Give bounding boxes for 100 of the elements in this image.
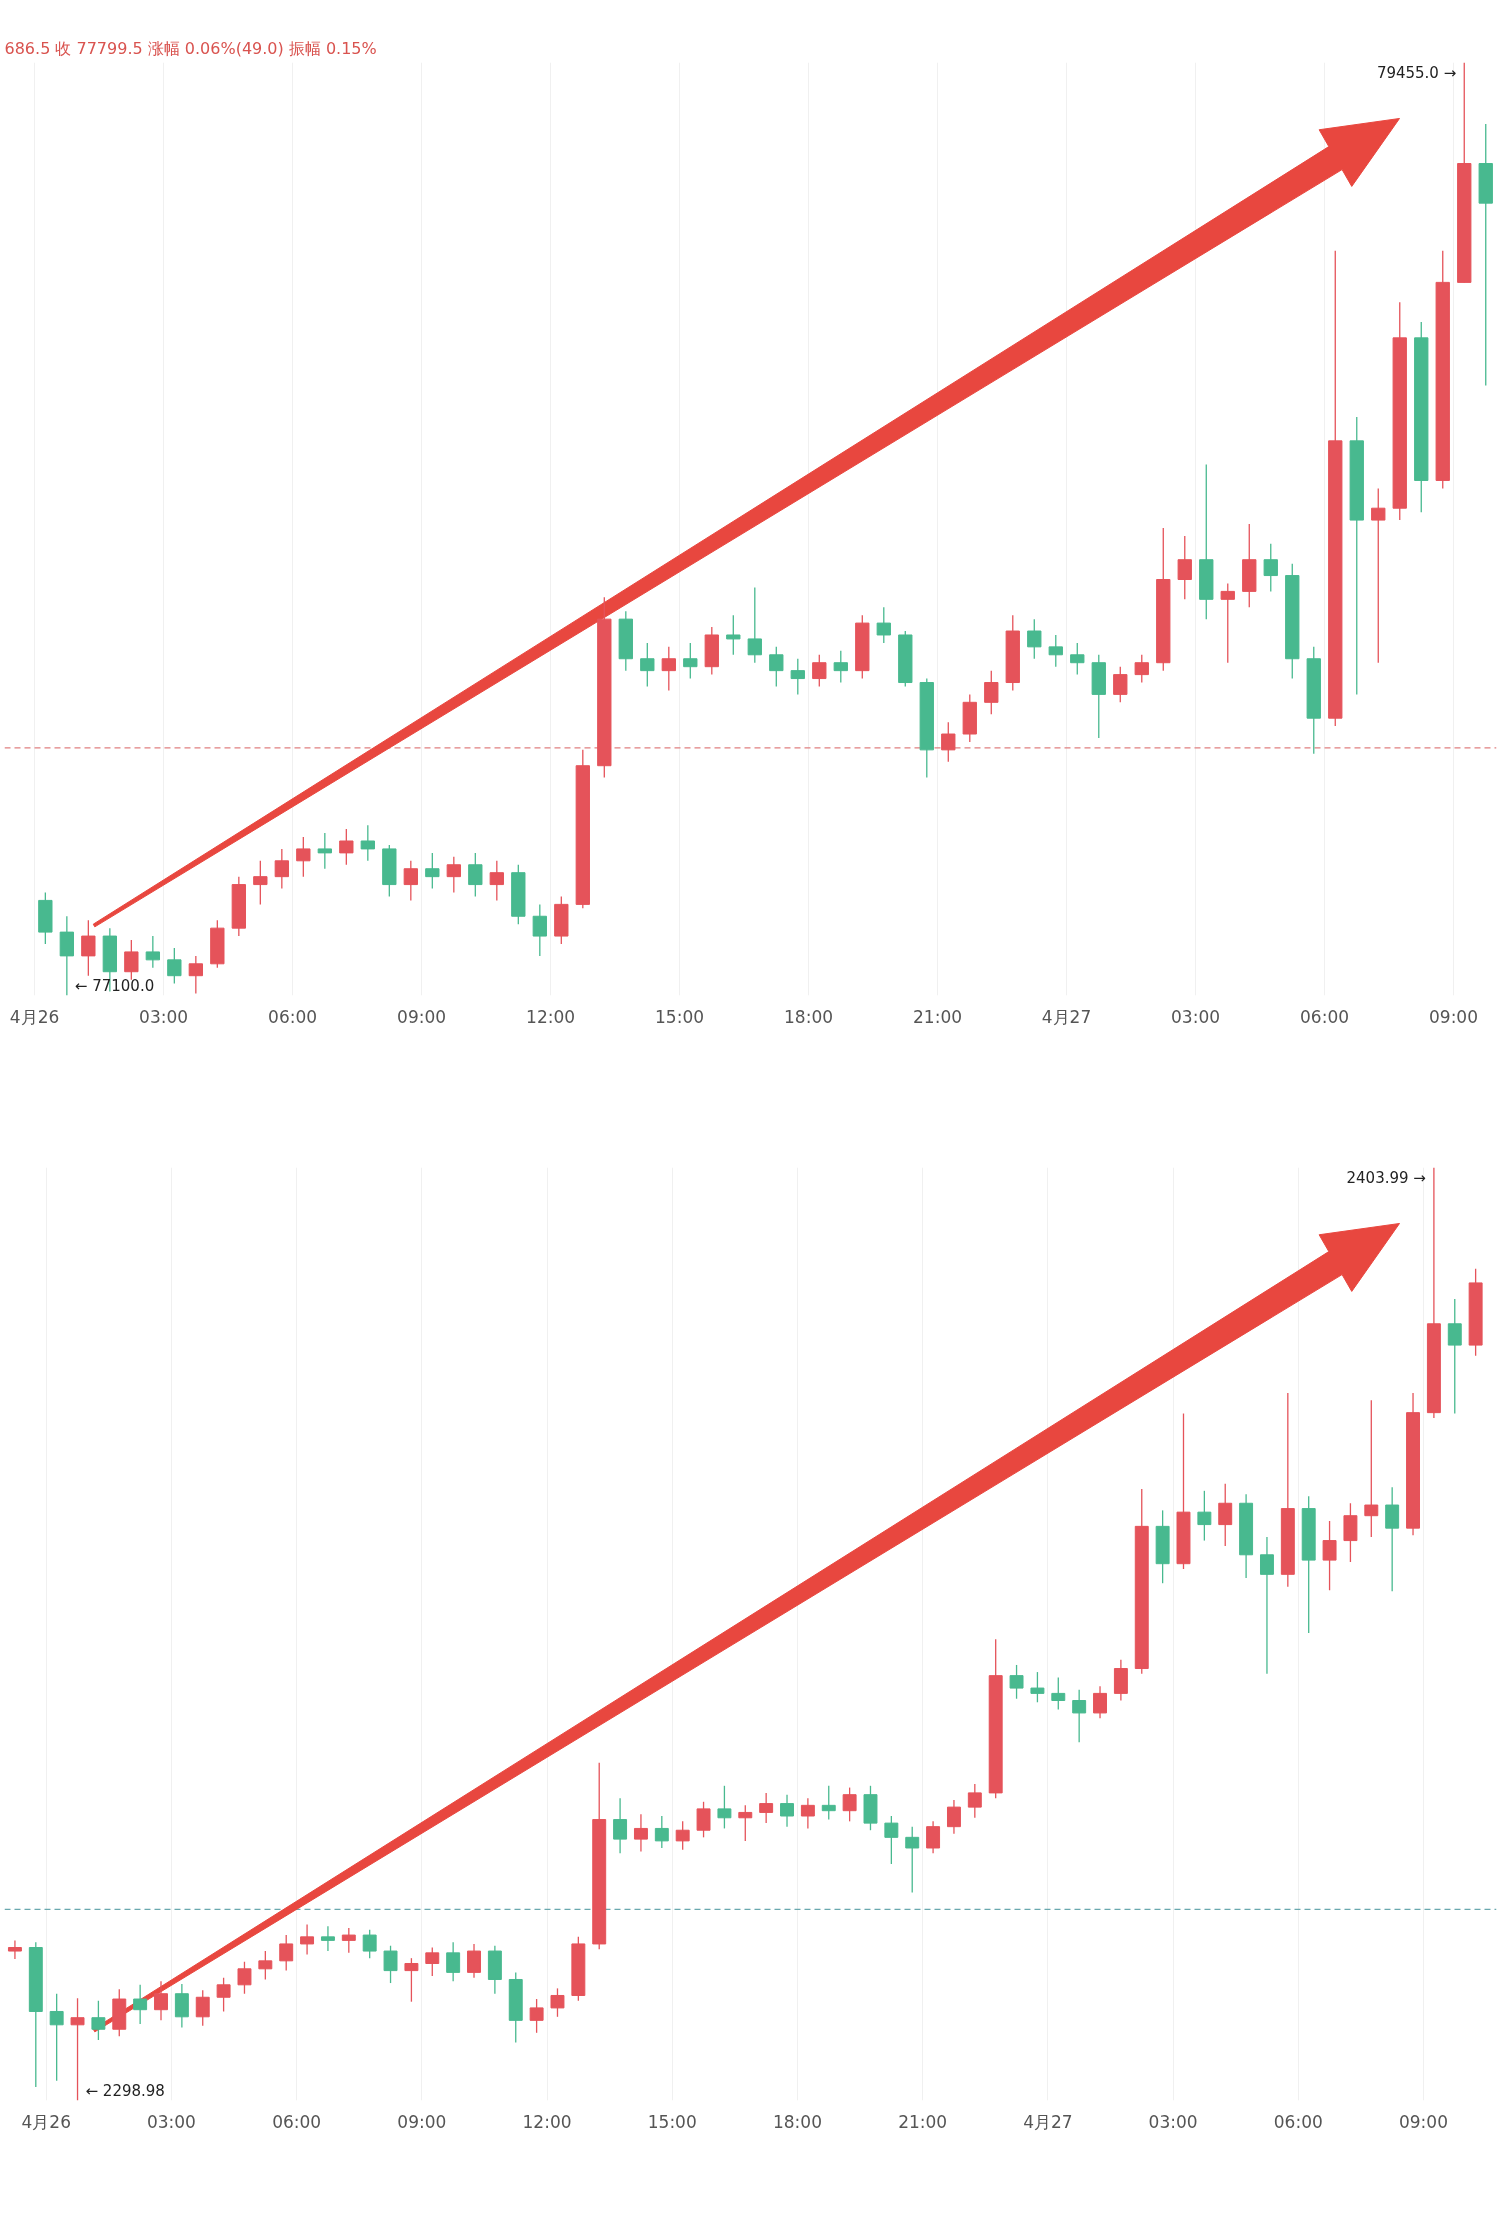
candlestick [790,658,805,696]
candlestick [253,860,268,906]
x-tick-label: 06:00 [1300,1006,1350,1027]
candlestick [941,721,956,763]
x-tick-label: 18:00 [784,1006,834,1027]
candlestick [383,1945,398,1984]
candlestick [1218,1483,1233,1547]
annotation: ← 2298.98 [85,2081,165,2100]
x-tick-label: 4月27 [1023,2111,1073,2132]
candlestick [876,606,891,644]
candlestick [1070,642,1085,676]
candlestick [339,828,354,866]
candlestick [1093,1685,1107,1719]
x-tick-label: 4月26 [9,1006,60,1027]
candlestick [188,955,203,995]
x-tick-label: 09:00 [397,1006,447,1027]
candlestick [1364,1399,1379,1538]
x-tick-label: 03:00 [139,1006,189,1027]
candlestick [296,836,311,878]
candlestick [747,586,762,664]
annotation: 79455.0 → [1376,63,1457,82]
candlestick [633,1813,648,1853]
candlestick [91,2000,106,2041]
candlestick [154,1980,168,2022]
candlestick [195,1989,210,2027]
candlestick [1322,1520,1337,1591]
x-tick-label: 03:00 [1171,1006,1221,1027]
candlestick [70,1997,85,2101]
candlestick [1447,1298,1462,1415]
candlestick [216,1977,231,2013]
candlestick [425,1946,440,1977]
x-tick-label: 12:00 [526,1006,576,1027]
candlestick [1177,535,1192,600]
candlestick [613,1797,628,1854]
candlestick [967,1783,982,1819]
candlestick [300,1923,315,1956]
candlestick [661,646,676,692]
x-tick-label: 4月27 [1041,1006,1092,1027]
x-tick-label: 06:00 [272,2111,322,2132]
candlestick [984,669,999,715]
candlestick [780,1794,794,1828]
candlestick [1113,666,1128,703]
candlestick [1134,654,1149,684]
candlestick [124,939,139,981]
candlestick [842,1786,857,1822]
candlestick [946,1799,961,1835]
candlestick [821,1785,836,1821]
candlestick [769,646,784,688]
candlestick [1051,1676,1066,1711]
candlestick [1072,1689,1087,1743]
candlestick [167,947,182,985]
x-tick-label: 21:00 [913,1006,963,1027]
candlestick [237,1961,252,1995]
candlestick [174,1983,189,2029]
candlestick [833,650,848,684]
candlestick [905,1826,920,1894]
candlestick [696,1801,711,1838]
candlestick [532,903,547,957]
candlestick [926,1820,941,1854]
candlestick [738,1804,753,1842]
candlestick [1197,1490,1212,1542]
x-tick-label: 03:00 [1148,2111,1198,2132]
candlestick [320,1925,335,1952]
candlestick [1009,1664,1024,1700]
candlestick [467,1943,481,1979]
candlestick [446,856,461,894]
annotation: 2403.99 → [1346,1168,1426,1187]
candlestick [279,1934,294,1972]
candlestick [360,824,375,862]
candlestick [726,614,741,656]
candlestick [7,1939,22,1960]
candlestick [529,1998,544,2034]
candlestick [884,1815,899,1865]
x-tick-label: 18:00 [772,2111,822,2132]
candlestick [1263,543,1278,593]
candlestick [717,1785,732,1830]
candlestick [1220,582,1235,664]
candlestick [145,935,160,969]
candlestick [550,1987,565,2018]
x-tick-label: 4月26 [21,2111,71,2132]
x-tick-label: 15:00 [655,1006,705,1027]
candlestick [49,1993,64,2082]
candlestick [81,919,96,977]
candlestick [133,1984,148,2025]
candlestick [489,860,504,902]
candlestick [258,1950,273,1981]
candlestick [1030,1671,1045,1703]
x-tick-label: 09:00 [397,2111,447,2132]
candlestick [59,915,75,996]
x-tick-label: 15:00 [647,2111,697,2132]
candlestick [1027,618,1042,660]
candlestick [800,1797,815,1830]
candlestick [1259,1536,1274,1675]
candlestick [675,1820,690,1851]
candlestick [404,1957,419,2003]
candlestick [362,1929,377,1959]
candlestick [812,654,827,688]
candlestick [425,852,440,890]
candlestick [446,1941,461,1982]
x-tick-label: 06:00 [268,1006,318,1027]
